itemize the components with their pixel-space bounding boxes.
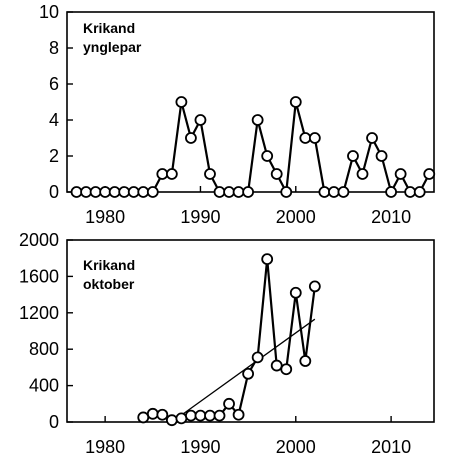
- data-point: [356, 168, 369, 180]
- data-point: [89, 186, 102, 198]
- data-point: [223, 397, 235, 410]
- data-point: [328, 186, 340, 198]
- series-line: [142, 258, 316, 422]
- y-tick-label: 400: [29, 376, 59, 396]
- data-point: [261, 150, 274, 162]
- data-point: [347, 150, 359, 162]
- panel-label-line: ynglepar: [83, 39, 142, 55]
- data-point: [194, 409, 207, 422]
- data-point: [156, 408, 169, 421]
- panel-label-line: Krikand: [83, 20, 135, 36]
- data-point: [223, 186, 235, 198]
- data-point: [70, 186, 83, 198]
- y-tick-label: 4: [49, 110, 59, 130]
- plot-frame: [66, 239, 435, 423]
- y-tick-label: 2000: [19, 230, 59, 250]
- y-tick-label: 800: [29, 339, 59, 359]
- data-point: [404, 186, 417, 198]
- data-point: [213, 186, 226, 198]
- data-point: [251, 351, 264, 364]
- data-point: [127, 186, 140, 198]
- data-point: [337, 186, 350, 198]
- data-point: [137, 411, 150, 424]
- chart-panel-1: 0 2 4 6 8 10 1980 1990 2000 2010 Krikand ynglepar: [39, 2, 436, 227]
- x-tick-label: 2000: [276, 207, 316, 227]
- data-point: [270, 168, 283, 180]
- data-point: [156, 168, 169, 180]
- y-tick-label: 0: [49, 182, 59, 202]
- y-tick-label: 8: [49, 38, 59, 58]
- y-tick-label: 2: [49, 146, 59, 166]
- data-point: [242, 367, 255, 380]
- data-point: [251, 114, 264, 126]
- data-point: [261, 253, 274, 266]
- data-point: [185, 409, 197, 422]
- data-point: [308, 132, 321, 144]
- data-point: [375, 150, 388, 162]
- data-point: [194, 114, 207, 126]
- data-point: [413, 186, 426, 198]
- data-point: [146, 186, 159, 198]
- data-point: [80, 186, 92, 198]
- data-point: [394, 168, 407, 180]
- panel-label-line: Krikand: [83, 257, 135, 273]
- data-point: [175, 96, 188, 108]
- data-point: [366, 132, 378, 144]
- data-point: [308, 280, 321, 293]
- x-tick-label: 2010: [371, 437, 411, 457]
- data-point: [299, 355, 312, 367]
- y-tick-label: 6: [49, 74, 59, 94]
- data-point: [289, 286, 302, 299]
- chart-panel-2: 0 400 800 1200 1600 2000 1980 1990 2000 2010 Krika…: [19, 230, 435, 457]
- data-point: [185, 132, 197, 144]
- data-point: [385, 186, 398, 198]
- x-tick-label: 1980: [85, 437, 125, 457]
- y-tick-label: 1600: [19, 266, 59, 286]
- y-tick-label: 0: [49, 412, 59, 432]
- data-point: [232, 408, 245, 421]
- data-point: [137, 186, 150, 198]
- data-point: [204, 168, 216, 180]
- data-point: [232, 186, 245, 198]
- x-tick-label: 1990: [180, 437, 220, 457]
- data-point: [99, 186, 112, 198]
- panel-label-line: oktober: [83, 276, 135, 292]
- y-tick-label: 1200: [19, 303, 59, 323]
- data-point: [270, 359, 283, 372]
- data-point: [242, 186, 255, 198]
- x-tick-label: 2000: [276, 437, 316, 457]
- data-point: [280, 186, 293, 198]
- data-point: [280, 363, 293, 376]
- x-tick-label: 1990: [180, 207, 220, 227]
- x-tick-label: 2010: [371, 207, 411, 227]
- data-point: [423, 168, 436, 180]
- data-point: [204, 409, 216, 422]
- data-point: [108, 186, 121, 198]
- data-point: [118, 186, 131, 198]
- data-point: [318, 186, 331, 198]
- data-point: [165, 414, 178, 427]
- x-tick-label: 1980: [85, 207, 125, 227]
- data-point: [289, 96, 302, 108]
- data-point: [299, 132, 312, 144]
- data-point: [175, 412, 188, 425]
- y-tick-label: 10: [39, 2, 59, 22]
- data-point: [146, 407, 159, 420]
- data-point: [213, 409, 226, 422]
- data-point: [165, 168, 178, 180]
- series-line: [76, 100, 431, 194]
